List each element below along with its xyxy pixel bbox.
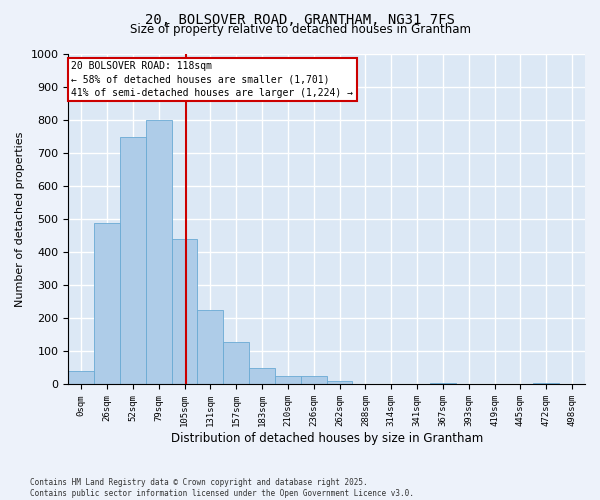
Bar	[249, 368, 275, 384]
Text: Contains HM Land Registry data © Crown copyright and database right 2025.
Contai: Contains HM Land Registry data © Crown c…	[30, 478, 414, 498]
Bar	[533, 383, 559, 384]
Bar	[120, 136, 146, 384]
Bar	[223, 342, 249, 384]
Bar	[146, 120, 172, 384]
Bar	[68, 372, 94, 384]
Bar	[301, 376, 326, 384]
Bar	[197, 310, 223, 384]
Y-axis label: Number of detached properties: Number of detached properties	[15, 132, 25, 307]
Bar	[430, 383, 456, 384]
Text: 20, BOLSOVER ROAD, GRANTHAM, NG31 7FS: 20, BOLSOVER ROAD, GRANTHAM, NG31 7FS	[145, 12, 455, 26]
Bar	[326, 381, 352, 384]
Text: 20 BOLSOVER ROAD: 118sqm
← 58% of detached houses are smaller (1,701)
41% of sem: 20 BOLSOVER ROAD: 118sqm ← 58% of detach…	[71, 62, 353, 98]
Bar	[172, 239, 197, 384]
Bar	[275, 376, 301, 384]
Bar	[94, 222, 120, 384]
Text: Size of property relative to detached houses in Grantham: Size of property relative to detached ho…	[130, 22, 470, 36]
X-axis label: Distribution of detached houses by size in Grantham: Distribution of detached houses by size …	[170, 432, 483, 445]
